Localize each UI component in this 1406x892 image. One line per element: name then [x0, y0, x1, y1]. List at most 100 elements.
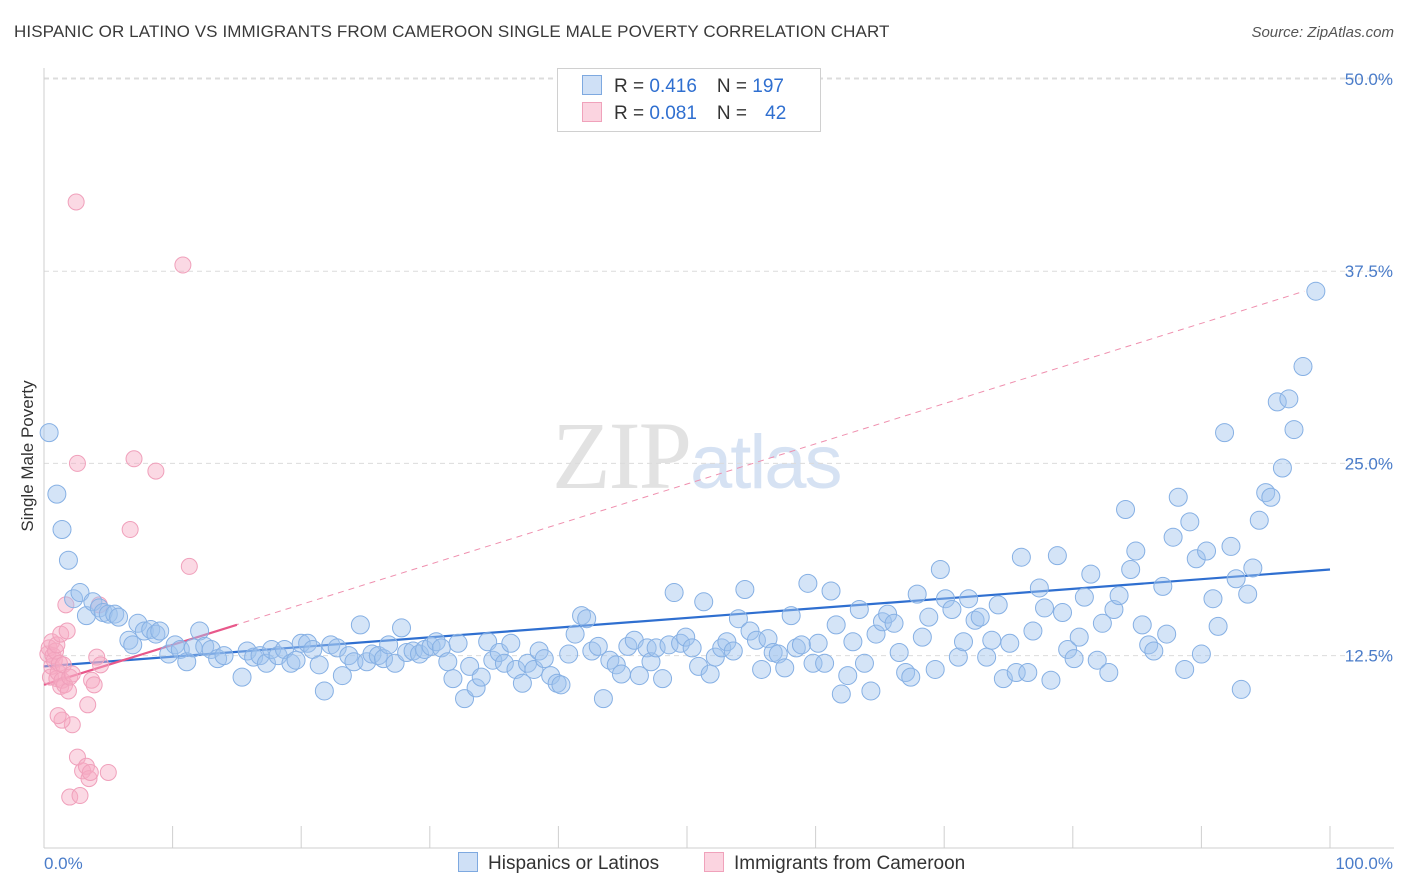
hispanic-point: [332, 666, 352, 686]
hispanic-point: [298, 633, 318, 653]
hispanic-point: [177, 652, 197, 672]
cameroon-trend-line: [43, 623, 238, 686]
hispanic-point: [977, 647, 997, 667]
hispanic-point: [653, 669, 673, 689]
y-tick-label: 12.5%: [1345, 647, 1393, 666]
hispanic-point: [448, 633, 468, 653]
hispanic-point: [1208, 616, 1228, 636]
bottom-legend-hispanic: Hispanics or Latinos: [458, 852, 659, 875]
cameroon-point: [88, 648, 106, 666]
hispanic-point: [694, 592, 714, 612]
watermark-atlas: atlas: [690, 420, 843, 505]
hispanic-point: [1163, 527, 1183, 547]
hispanic-point: [752, 659, 772, 679]
legend-n-label: N =: [716, 103, 753, 124]
hispanic-point: [309, 655, 329, 675]
hispanic-point: [1186, 549, 1206, 569]
hispanic-point: [1064, 649, 1084, 669]
hispanic-point: [1011, 547, 1031, 567]
hispanic-point: [190, 621, 210, 641]
hispanic-point: [362, 644, 382, 664]
hispanic-point: [1006, 663, 1026, 683]
cameroon-point: [59, 682, 77, 700]
hispanic-point: [392, 618, 412, 638]
cameroon-point: [80, 770, 98, 788]
hispanic-point: [232, 667, 252, 687]
hispanic-point: [286, 650, 306, 670]
hispanic-point: [483, 650, 503, 670]
hispanic-point: [1126, 541, 1146, 561]
bottom-legend-swatch-blue: [458, 852, 478, 872]
cameroon-point: [71, 787, 89, 805]
hispanic-point: [982, 630, 1002, 650]
hispanic-point: [214, 646, 234, 666]
hispanic-point: [606, 655, 626, 675]
cameroon-point: [48, 636, 66, 654]
hispanic-point: [646, 638, 666, 658]
hispanic-point: [1041, 670, 1061, 690]
legend-row-cameroon: R = 0.081 N = 42: [582, 102, 786, 126]
hispanic-point: [689, 656, 709, 676]
source-label: Source: ZipAtlas.com: [1251, 24, 1394, 41]
hispanic-point: [1121, 559, 1141, 579]
hispanic-point: [1074, 587, 1094, 607]
hispanic-point: [98, 604, 118, 624]
hispanic-point: [1087, 650, 1107, 670]
y-tick-label: 50.0%: [1345, 70, 1393, 89]
cameroon-point: [79, 696, 97, 714]
hispanic-point: [775, 658, 795, 678]
hispanic-point: [1069, 627, 1089, 647]
hispanic-point: [1293, 357, 1313, 377]
hispanic-point: [512, 673, 532, 693]
hispanic-point: [1261, 487, 1281, 507]
cameroon-point: [99, 763, 117, 781]
hispanic-point: [134, 621, 154, 641]
cameroon-point: [68, 454, 86, 472]
hispanic-point: [953, 632, 973, 652]
hispanic-point: [291, 633, 311, 653]
hispanic-point: [1018, 663, 1038, 683]
cameroon-point: [81, 763, 99, 781]
hispanic-point: [1191, 644, 1211, 664]
hispanic-point: [1092, 613, 1112, 633]
axes: [43, 68, 1394, 849]
hispanic-point: [1023, 621, 1043, 641]
hispanic-point: [919, 607, 939, 627]
legend-r-label: R =: [614, 76, 650, 97]
hispanic-point: [1249, 510, 1269, 530]
cameroon-trend-extension: [43, 290, 1305, 686]
hispanic-point: [1168, 487, 1188, 507]
legend-box: R = 0.416 N = 197 R = 0.081 N = 42: [557, 68, 821, 132]
cameroon-point: [125, 450, 143, 468]
hispanic-point: [339, 646, 359, 666]
hispanic-point: [1109, 586, 1129, 606]
hispanic-point: [935, 589, 955, 609]
legend-r-value: 0.081: [649, 103, 697, 124]
watermark-zip: ZIP: [552, 402, 692, 509]
x-tick-label: 100.0%: [1335, 854, 1393, 873]
hispanic-point: [1197, 541, 1217, 561]
hispanic-point: [1180, 512, 1200, 532]
hispanic-point: [314, 681, 334, 701]
cameroon-point: [121, 521, 139, 539]
hispanic-point: [849, 599, 869, 619]
x-tick-label: 0.0%: [44, 854, 83, 873]
hispanic-point: [1047, 546, 1067, 566]
axis-labels: 12.5% 25.0% 37.5% 50.0% 0.0% 100.0% Single Mal…: [18, 70, 1393, 873]
hispanic-point: [942, 599, 962, 619]
hispanic-point: [123, 635, 143, 655]
hispanic-point: [803, 653, 823, 673]
hispanic-point: [815, 653, 835, 673]
hispanic-point: [1272, 458, 1292, 478]
grid-lines: [44, 77, 1394, 657]
hispanic-point: [1306, 281, 1326, 301]
hispanic-point: [1231, 679, 1251, 699]
hispanic-point: [1203, 589, 1223, 609]
hispanic-point: [281, 653, 301, 673]
hispanic-point: [901, 667, 921, 687]
hispanic-point: [438, 652, 458, 672]
y-tick-label: 25.0%: [1345, 454, 1393, 473]
cameroon-point: [85, 676, 103, 694]
hispanic-point: [379, 635, 399, 655]
